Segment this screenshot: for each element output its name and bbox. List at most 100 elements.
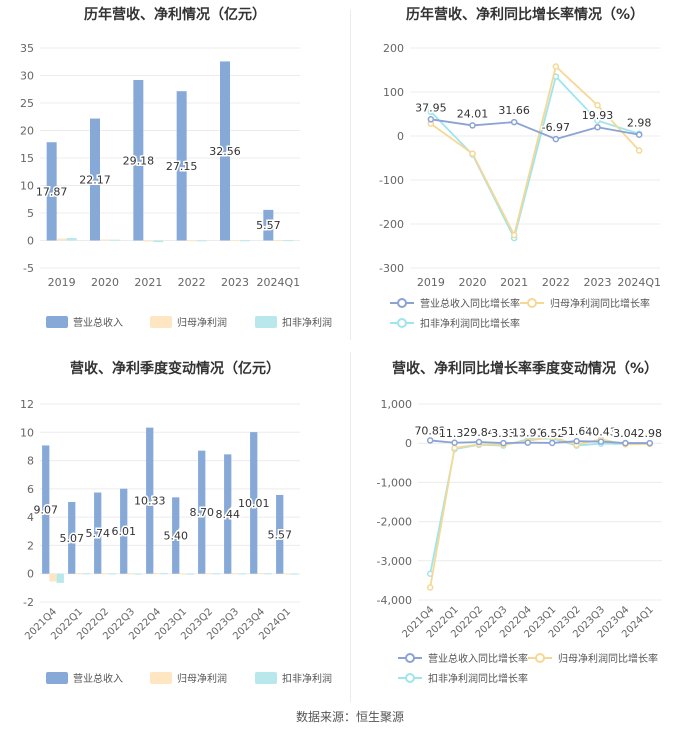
annual-bar-chart: -5 0 5 10 15 20 25 30 35 2019 2020 2021 2022 2023 2024… (20, 42, 332, 329)
legend-label: 营业总收入 (73, 672, 123, 685)
series-line (429, 437, 650, 574)
y-tick-label: -2,000 (377, 516, 412, 529)
series-line (430, 118, 640, 141)
data-point (552, 63, 560, 70)
bar (94, 492, 102, 574)
legend-marker (397, 298, 407, 308)
annual-growth-panel: 历年营收、净利同比增长率情况（%） -300 -200 -100 0 100 200 201… (350, 0, 700, 345)
bar (172, 497, 180, 574)
data-label: 3.04 (613, 427, 638, 440)
y-tick-label: 200 (383, 42, 404, 55)
data-point (426, 584, 434, 591)
data-label: 13.91 (512, 427, 544, 440)
bar (127, 573, 135, 575)
legend-label: 归母净利润 (177, 316, 227, 329)
vertical-divider (350, 352, 351, 702)
legend-swatch (46, 672, 68, 684)
x-tick-label: 2019 (417, 276, 445, 289)
legend-label: 归母净利润同比增长率 (558, 652, 658, 665)
data-label: 5.57 (256, 219, 281, 232)
x-tick-label: 2021 (134, 276, 162, 289)
quarterly-line-chart: -4,000-3,000-2,000-1,00001,0002021Q42022… (377, 398, 664, 685)
data-point (469, 150, 476, 157)
y-tick-label: -1,000 (377, 476, 412, 489)
data-point (524, 439, 532, 446)
chart-title: 营收、净利季度变动情况（亿元） (70, 361, 280, 377)
data-point (451, 444, 458, 452)
y-tick-label: 6 (27, 483, 34, 496)
legend-label: 归母净利润同比增长率 (550, 297, 650, 310)
bar (120, 488, 128, 574)
data-label: 9.07 (33, 504, 58, 517)
x-tick-label: 2022 (178, 276, 206, 289)
y-tick-label: -200 (379, 218, 404, 231)
legend-marker (535, 653, 545, 663)
legend-swatch (150, 672, 172, 684)
bar (264, 573, 272, 575)
data-label: 24.01 (457, 107, 489, 120)
data-label: 5.07 (59, 532, 84, 545)
data-label: 8.70 (189, 506, 214, 519)
bar (212, 573, 220, 575)
data-label: 17.87 (36, 185, 68, 198)
data-label: 51.67 (561, 425, 593, 438)
data-label: 10.01 (238, 497, 270, 510)
bar (153, 240, 164, 243)
bar (224, 454, 232, 574)
y-tick-label: -5 (23, 262, 34, 275)
bar (75, 573, 83, 575)
y-tick-label: 35 (20, 42, 34, 55)
bar (290, 573, 298, 575)
data-label: 29.18 (123, 154, 155, 167)
legend-swatch (255, 316, 277, 328)
bar (179, 573, 187, 575)
data-point (451, 439, 458, 447)
annual-revenue-profit-panel: 历年营收、净利情况（亿元） -5 0 5 10 15 20 25 30 35 2019 2020 20… (0, 0, 350, 345)
bar (66, 238, 77, 241)
bar (110, 239, 120, 241)
series-line (430, 64, 640, 238)
data-label: 3.33 (491, 427, 516, 440)
y-tick-label: 4 (27, 511, 34, 524)
data-point (427, 108, 435, 116)
bar (196, 240, 207, 242)
data-label: 22.17 (79, 174, 111, 187)
x-tick-label: 2023 (584, 276, 612, 289)
y-tick-label: 1,000 (381, 398, 413, 411)
vertical-divider (350, 10, 351, 340)
bar (186, 240, 197, 242)
x-tick-label: 2023 (221, 276, 249, 289)
legend-swatch (255, 672, 277, 684)
data-label: 5.74 (85, 527, 110, 540)
data-label: 40.43 (585, 426, 617, 439)
bar (238, 573, 246, 575)
data-label: 2.98 (627, 117, 652, 130)
legend-label: 营业总收入同比增长率 (420, 297, 520, 310)
bar (56, 238, 67, 241)
data-point (548, 439, 556, 447)
bar (42, 445, 50, 574)
y-tick-label: -100 (379, 174, 404, 187)
data-label: 70.82 (414, 424, 446, 437)
bar (101, 573, 109, 575)
data-point (510, 118, 518, 126)
bar (231, 573, 239, 575)
data-label: -6.97 (542, 121, 570, 134)
data-label: 6.52 (540, 427, 565, 440)
y-tick-label: -4,000 (377, 594, 412, 607)
bar (134, 573, 142, 575)
x-tick-label: 2021 (500, 276, 528, 289)
chart-title: 营收、净利同比增长率季度变动情况（%） (391, 361, 659, 377)
bar (283, 240, 294, 242)
data-label: 37.95 (415, 101, 447, 114)
data-point (426, 437, 434, 444)
quarterly-bar-chart: -20246810122021Q42022Q12022Q22022Q32022Q… (20, 398, 332, 685)
y-tick-label: -3,000 (377, 555, 412, 568)
data-label: 31.66 (498, 104, 530, 117)
data-source: 数据来源：恒生聚源 (295, 710, 404, 724)
series-line (430, 74, 640, 241)
data-label: 32.56 (209, 145, 241, 158)
legend-label: 归母净利润 (177, 672, 227, 685)
bar (240, 240, 250, 242)
series-line (430, 439, 650, 444)
